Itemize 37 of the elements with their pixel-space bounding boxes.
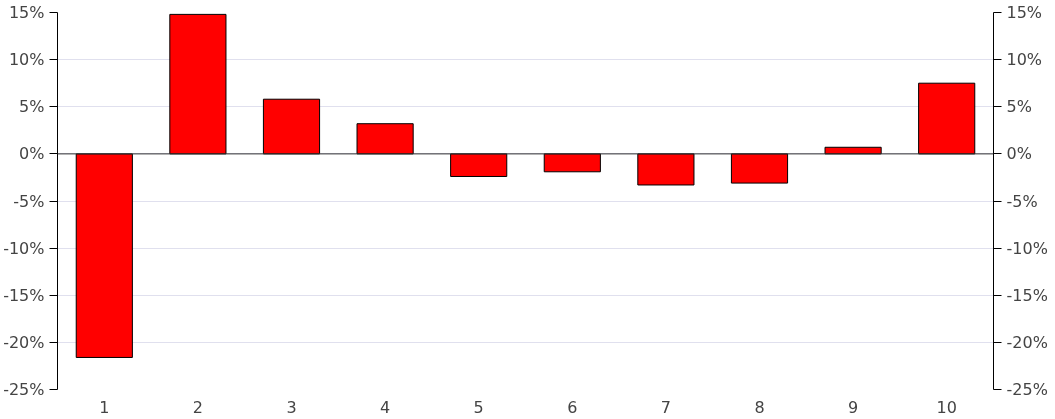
y2-tick-label: -10% — [1006, 238, 1048, 258]
bar — [356, 123, 414, 155]
bar — [262, 98, 321, 155]
x-tick-label: 8 — [754, 397, 765, 417]
x-tick-label: 6 — [567, 397, 578, 417]
x-tick-label: 3 — [286, 397, 297, 417]
y2-tick-label: -20% — [1006, 332, 1048, 352]
y-tick-label: 5% — [19, 97, 45, 117]
y-tick-label: -10% — [3, 238, 45, 258]
x-tick-label: 10 — [936, 397, 957, 417]
bar — [730, 153, 789, 184]
bar — [169, 13, 227, 155]
bar — [543, 153, 601, 173]
bar — [918, 82, 976, 155]
y-tick-label: -15% — [3, 285, 45, 305]
y2-tick-label: 15% — [1006, 3, 1043, 22]
y2-tick-label: 0% — [1006, 144, 1032, 164]
y-tick-label: -20% — [3, 332, 45, 352]
y-tick-label: -5% — [13, 191, 45, 211]
y-tick-label: 15% — [8, 3, 45, 22]
x-tick-label: 5 — [473, 397, 484, 417]
y-tick-label: 0% — [19, 144, 45, 164]
x-tick-label: 9 — [848, 397, 859, 417]
x-tick-label: 4 — [380, 397, 391, 417]
y2-tick-label: -25% — [1006, 380, 1048, 399]
bar — [75, 153, 133, 358]
y2-tick-label: -15% — [1006, 285, 1048, 305]
y2-tick-label: -5% — [1006, 191, 1038, 211]
y2-tick-label: 10% — [1006, 50, 1043, 70]
bar — [450, 153, 508, 177]
x-tick-label: 2 — [192, 397, 203, 417]
y-tick-label: 10% — [8, 50, 45, 70]
x-tick-label: 7 — [660, 397, 671, 417]
y-tick-label: -25% — [3, 380, 45, 399]
y2-tick-label: 5% — [1006, 97, 1032, 117]
x-tick-label: 1 — [99, 397, 110, 417]
bar — [637, 153, 695, 186]
